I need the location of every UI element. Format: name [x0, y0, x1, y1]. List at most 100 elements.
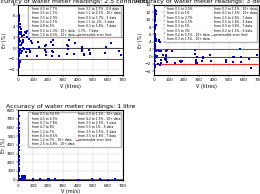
Point [152, 14, 157, 17]
Point [152, 22, 156, 25]
Point [17, 53, 21, 56]
Point [152, 26, 157, 29]
Point [20, 178, 24, 181]
Point [18, 60, 22, 63]
Point [27, 47, 31, 50]
Point [23, 177, 27, 180]
Point [255, 53, 259, 56]
Point [17, 62, 21, 66]
Point [16, 166, 21, 169]
Point [25, 55, 29, 58]
Point [152, 39, 156, 42]
Point [224, 61, 228, 64]
Y-axis label: Er (%): Er (%) [138, 32, 144, 48]
Point [57, 54, 61, 57]
Point [16, 53, 21, 56]
Point [16, 111, 20, 114]
Point [155, 54, 159, 57]
Point [159, 49, 163, 52]
Point [22, 47, 27, 50]
Point [173, 61, 177, 64]
Point [16, 140, 21, 144]
Point [17, 142, 21, 145]
Point [157, 39, 161, 42]
Point [50, 43, 55, 46]
Point [154, 49, 158, 53]
Point [66, 45, 70, 48]
Point [17, 114, 21, 118]
Point [209, 60, 213, 63]
Point [165, 48, 170, 51]
Point [19, 28, 23, 31]
X-axis label: V (ml/s): V (ml/s) [61, 189, 80, 194]
Point [22, 177, 26, 180]
Point [23, 176, 27, 179]
X-axis label: V (litres): V (litres) [196, 84, 217, 89]
Point [16, 32, 20, 35]
Point [29, 41, 34, 44]
Point [16, 171, 20, 174]
Point [19, 178, 23, 181]
Point [16, 16, 20, 19]
Point [159, 61, 163, 64]
Point [80, 48, 84, 51]
Point [152, 25, 156, 29]
Point [16, 38, 20, 41]
Point [16, 167, 21, 170]
Point [153, 8, 157, 11]
Point [16, 60, 20, 63]
Point [164, 53, 168, 56]
Point [152, 36, 156, 39]
Point [152, 45, 156, 48]
Point [43, 44, 47, 48]
Point [224, 59, 228, 62]
Point [152, 35, 157, 38]
Point [153, 55, 157, 58]
Point [25, 54, 29, 57]
Point [152, 7, 156, 10]
Point [17, 162, 21, 165]
Point [17, 18, 21, 22]
Point [16, 39, 21, 42]
Point [153, 46, 157, 49]
Point [16, 175, 21, 178]
Point [16, 27, 20, 30]
Point [17, 65, 21, 68]
Point [16, 144, 20, 147]
Point [195, 61, 199, 64]
Point [20, 175, 24, 178]
Point [16, 62, 20, 65]
Point [153, 15, 157, 18]
Point [17, 156, 21, 159]
Point [153, 40, 157, 43]
Point [17, 40, 22, 43]
Point [17, 159, 21, 162]
Point [153, 54, 157, 57]
Point [44, 54, 48, 57]
Point [17, 48, 21, 51]
Point [200, 60, 204, 63]
Point [75, 178, 80, 181]
Point [152, 17, 157, 20]
Point [39, 178, 43, 181]
Y-axis label: Er (%): Er (%) [3, 32, 8, 48]
Point [152, 66, 157, 69]
Point [154, 40, 158, 43]
Point [194, 60, 198, 63]
Point [24, 31, 28, 34]
Point [17, 126, 21, 129]
Point [154, 13, 158, 16]
Point [152, 55, 157, 58]
Point [154, 56, 158, 59]
Point [16, 23, 21, 26]
Point [16, 165, 21, 169]
Point [109, 41, 114, 44]
Point [67, 39, 71, 42]
Point [153, 65, 157, 68]
Point [21, 177, 25, 180]
Point [153, 9, 157, 12]
Point [16, 36, 21, 39]
Point [194, 55, 199, 59]
Point [51, 50, 55, 54]
Point [153, 17, 157, 20]
